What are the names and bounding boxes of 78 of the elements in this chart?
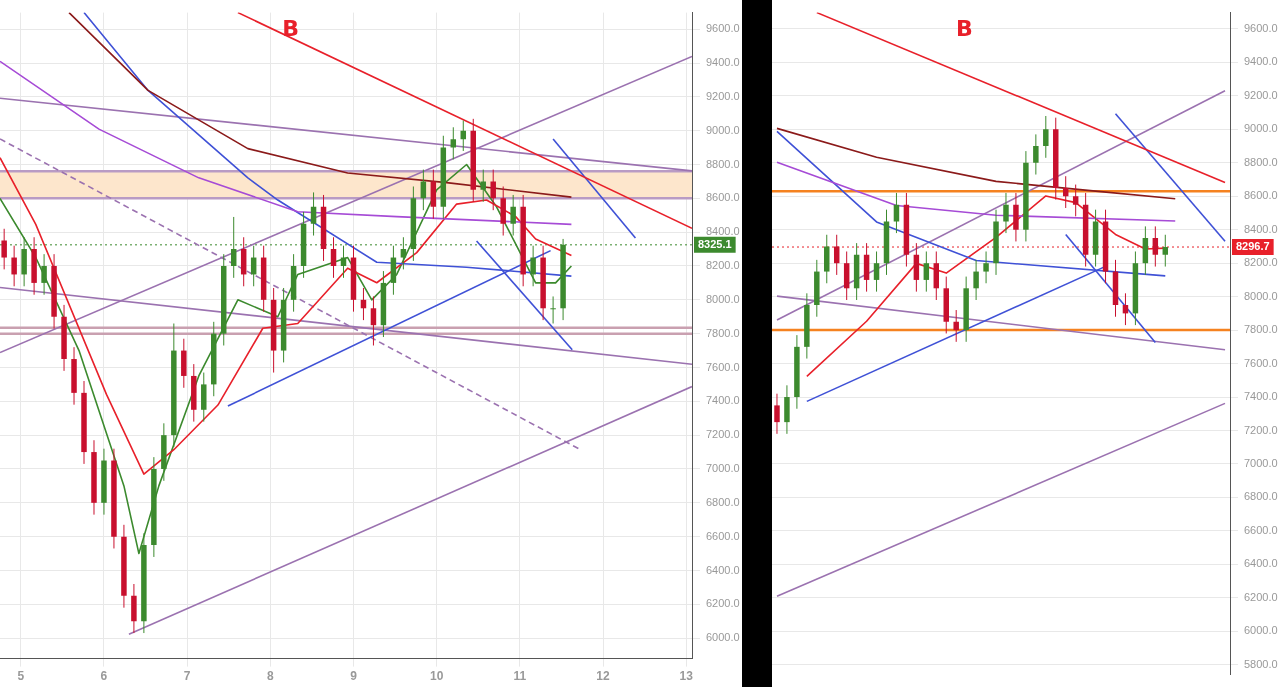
x-tick-label: 12 bbox=[596, 669, 610, 684]
candlestick bbox=[550, 295, 556, 325]
candlestick bbox=[1003, 192, 1009, 234]
y-tick-label: 9000.0 bbox=[706, 123, 740, 136]
candlestick bbox=[490, 169, 496, 211]
y-tick-label: 9400.0 bbox=[706, 56, 740, 69]
candlestick bbox=[1072, 184, 1079, 217]
y-tick-label: 6000.0 bbox=[1244, 624, 1278, 637]
candlestick bbox=[953, 309, 959, 343]
y-tick-label: 6600.0 bbox=[706, 529, 740, 542]
y-tick-label: 6600.0 bbox=[1244, 523, 1278, 536]
y-tick-label: 6800.0 bbox=[706, 495, 740, 508]
x-tick-label: 9 bbox=[350, 669, 358, 684]
y-tick-label: 7200.0 bbox=[1244, 423, 1278, 436]
candlestick bbox=[450, 126, 457, 160]
y-tick-label: 8400.0 bbox=[1244, 222, 1278, 235]
candlestick bbox=[330, 236, 337, 279]
y-tick-label: 9000.0 bbox=[1244, 122, 1278, 135]
y-tick-label: 7800.0 bbox=[706, 326, 740, 339]
y-tick-label: 9200.0 bbox=[1244, 88, 1278, 101]
candlestick bbox=[370, 295, 377, 346]
y-tick-label: 8600.0 bbox=[706, 191, 740, 204]
y-tick-label: 7400.0 bbox=[706, 394, 740, 407]
candlestick bbox=[11, 245, 17, 287]
candlestick bbox=[480, 169, 486, 203]
annotation: B bbox=[955, 16, 973, 42]
y-tick-label: 8200.0 bbox=[706, 259, 740, 272]
y-tick-label: 9200.0 bbox=[706, 89, 740, 102]
y-tick-label: 6000.0 bbox=[706, 631, 740, 644]
y-tick-label: 8000.0 bbox=[1244, 289, 1278, 302]
y-tick-label: 8800.0 bbox=[1244, 155, 1278, 168]
annotation: B bbox=[282, 16, 300, 42]
x-tick-label: 5 bbox=[17, 669, 25, 684]
y-tick-label: 8400.0 bbox=[706, 225, 740, 238]
y-tick-label: 7000.0 bbox=[706, 462, 740, 475]
candlestick bbox=[420, 169, 427, 211]
y-tick-label: 7600.0 bbox=[1244, 356, 1278, 369]
candlestick bbox=[1043, 115, 1049, 159]
candlestick bbox=[774, 393, 780, 435]
y-tick-label: 9600.0 bbox=[1244, 22, 1278, 35]
y-tick-label: 7000.0 bbox=[1244, 456, 1278, 469]
y-tick-label: 7400.0 bbox=[1244, 390, 1278, 403]
y-tick-label: 9600.0 bbox=[706, 22, 740, 35]
candlestick bbox=[1162, 234, 1169, 268]
y-tick-label: 6200.0 bbox=[1244, 590, 1278, 603]
x-tick-label: 6 bbox=[100, 669, 108, 684]
candlestick bbox=[973, 259, 979, 301]
x-tick-label: 10 bbox=[429, 669, 444, 684]
y-tick-label: 8600.0 bbox=[1244, 189, 1278, 202]
y-tick-label: 6400.0 bbox=[706, 563, 740, 576]
ref-line-label: 8325.1 bbox=[698, 237, 732, 250]
y-tick-label: 5800.0 bbox=[1244, 657, 1278, 670]
y-tick-label: 9400.0 bbox=[1244, 55, 1278, 68]
candlestick bbox=[983, 250, 989, 284]
y-tick-label: 6800.0 bbox=[1244, 490, 1278, 503]
candlestick bbox=[1, 228, 7, 270]
x-tick-label: 11 bbox=[513, 669, 527, 684]
ref-line-label: 8296.7 bbox=[1236, 240, 1270, 253]
y-tick-label: 7200.0 bbox=[706, 428, 740, 441]
candlestick bbox=[530, 245, 536, 287]
candlestick bbox=[873, 250, 880, 293]
y-tick-label: 7600.0 bbox=[706, 360, 740, 373]
candlestick bbox=[310, 191, 317, 237]
y-tick-label: 8000.0 bbox=[706, 292, 740, 305]
y-tick-label: 8200.0 bbox=[1244, 256, 1278, 269]
y-tick-label: 7800.0 bbox=[1244, 323, 1278, 336]
y-tick-label: 6400.0 bbox=[1244, 557, 1278, 570]
y-tick-label: 6200.0 bbox=[706, 597, 740, 610]
candlestick bbox=[833, 234, 840, 276]
x-tick-label: 7 bbox=[183, 669, 191, 684]
candlestick bbox=[510, 194, 516, 237]
candlestick bbox=[41, 253, 47, 296]
candlestick bbox=[1152, 225, 1159, 268]
y-tick-label: 8800.0 bbox=[706, 157, 740, 170]
x-tick-label: 13 bbox=[679, 669, 694, 684]
x-tick-label: 8 bbox=[266, 669, 274, 684]
candlestick bbox=[1033, 133, 1039, 176]
candlestick bbox=[923, 250, 930, 293]
